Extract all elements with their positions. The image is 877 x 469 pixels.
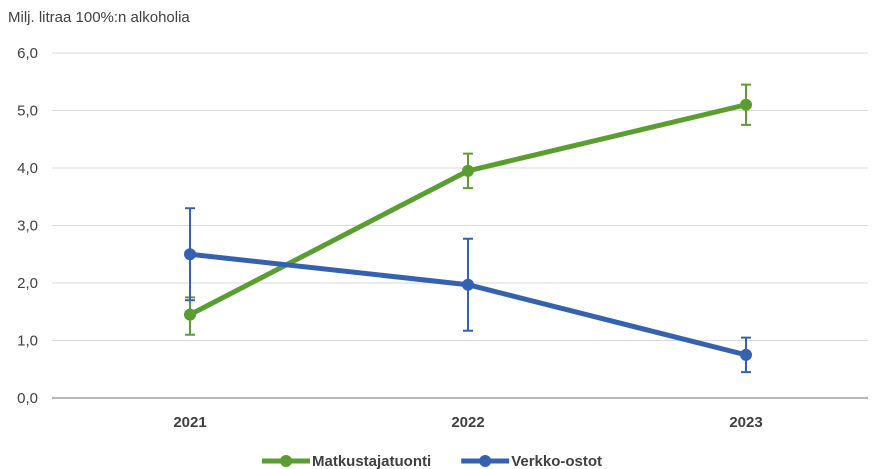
series-1 bbox=[184, 207, 752, 374]
x-tick-label: 2022 bbox=[451, 414, 484, 431]
y-tick-label: 5,0 bbox=[17, 103, 38, 120]
y-tick-label: 3,0 bbox=[17, 218, 38, 235]
x-tick-label: 2023 bbox=[729, 414, 762, 431]
legend-marker bbox=[280, 455, 292, 467]
y-tick-label: 4,0 bbox=[17, 160, 38, 177]
legend-marker bbox=[479, 455, 492, 467]
data-point bbox=[740, 98, 752, 111]
y-tick-labels: 0,0 1,0 2,0 3,0 4,0 5,0 6,0 bbox=[17, 45, 38, 407]
y-tick-label: 2,0 bbox=[17, 275, 38, 292]
data-point bbox=[184, 248, 196, 261]
data-point bbox=[462, 164, 474, 177]
legend-label: Matkustajatuonti bbox=[312, 453, 431, 469]
legend-label: Verkko-ostot bbox=[511, 453, 602, 469]
y-tick-label: 0,0 bbox=[17, 390, 38, 407]
legend: Matkustajatuonti Verkko-ostot bbox=[262, 453, 602, 469]
data-point bbox=[462, 278, 474, 291]
y-tick-label: 1,0 bbox=[17, 333, 38, 350]
x-tick-labels: 2021 2022 2023 bbox=[173, 414, 762, 431]
legend-item-0: Matkustajatuonti bbox=[262, 453, 431, 469]
data-point bbox=[740, 348, 752, 361]
x-tick-label: 2021 bbox=[173, 414, 206, 431]
series-group bbox=[184, 83, 752, 374]
legend-item-1: Verkko-ostot bbox=[461, 453, 602, 469]
y-axis-label: Milj. litraa 100%:n alkoholia bbox=[8, 9, 190, 26]
y-tick-label: 6,0 bbox=[17, 45, 38, 62]
data-point bbox=[184, 308, 196, 321]
